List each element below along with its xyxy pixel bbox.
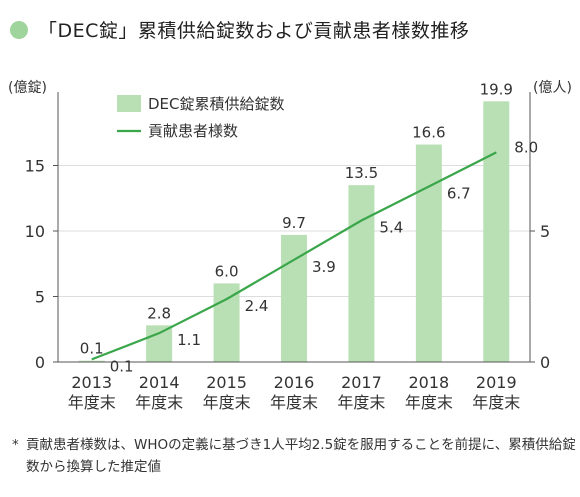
x-tick-label: 2015 年度末 xyxy=(203,373,251,412)
y-right-axis-label: (億人) xyxy=(533,80,572,96)
bar-value-label: 13.5 xyxy=(345,164,378,182)
legend-line-label: 貢献患者様数 xyxy=(148,122,238,140)
x-tick-label: 2014 年度末 xyxy=(135,373,183,412)
footnote-mark: * xyxy=(12,437,19,453)
bar xyxy=(348,185,375,362)
x-tick-label: 2017 年度末 xyxy=(337,373,385,412)
bar xyxy=(78,360,105,362)
bar xyxy=(213,283,240,362)
y-right-tick-label: 5 xyxy=(540,222,550,241)
y-left-tick-label: 5 xyxy=(35,288,45,307)
bar xyxy=(146,325,173,362)
bar-value-label: 2.8 xyxy=(147,304,171,322)
legend-bar-swatch xyxy=(117,95,141,112)
chart-title-row: 「DEC錠」累積供給錠数および貢献患者様数推移 xyxy=(10,16,469,43)
y-left-axis-label: (億錠) xyxy=(8,80,47,96)
x-tick-label: 2018 年度末 xyxy=(405,373,453,412)
chart-canvas: 0 5 10 15 0 5 (億錠) (億人) 0.1 2.8 6.0 9.7 13.5 16.6 19.9… xyxy=(8,80,572,412)
line-value-label: 0.1 xyxy=(110,357,134,375)
bar xyxy=(483,101,510,362)
footnote: * 貢献患者様数は、WHOの定義に基づき1人平均2.5錠を服用することを前提に、累… xyxy=(10,434,580,478)
x-tick-label: 2019 年度末 xyxy=(472,373,520,412)
chart-title: 「DEC錠」累積供給錠数および貢献患者様数推移 xyxy=(38,20,470,42)
y-left-tick-label: 10 xyxy=(25,222,45,241)
footnote-text: 貢献患者様数は、WHOの定義に基づき1人平均2.5錠を服用することを前提に、累積… xyxy=(26,437,576,475)
bar-value-label: 0.1 xyxy=(80,340,104,358)
bar-value-label: 6.0 xyxy=(215,262,239,280)
y-left-tick-label: 0 xyxy=(35,353,45,372)
y-right-tick-label: 0 xyxy=(540,353,550,372)
legend-bar-label: DEC錠累積供給錠数 xyxy=(148,95,285,113)
x-tick-label: 2013 年度末 xyxy=(68,373,116,412)
line-value-label: 3.9 xyxy=(312,258,336,276)
title-bullet-icon xyxy=(10,20,28,39)
line-value-label: 8.0 xyxy=(514,138,538,156)
line-value-label: 2.4 xyxy=(245,297,269,315)
line-value-label: 1.1 xyxy=(177,331,201,349)
x-tick-label: 2016 年度末 xyxy=(270,373,318,412)
bar-value-label: 19.9 xyxy=(480,80,513,98)
line-value-label: 6.7 xyxy=(447,184,471,202)
bar-value-label: 9.7 xyxy=(282,214,306,232)
bar xyxy=(281,234,307,362)
bar xyxy=(415,144,442,362)
y-left-tick-label: 15 xyxy=(25,157,45,176)
line-value-label: 5.4 xyxy=(379,219,403,237)
bar-value-label: 16.6 xyxy=(412,124,445,142)
